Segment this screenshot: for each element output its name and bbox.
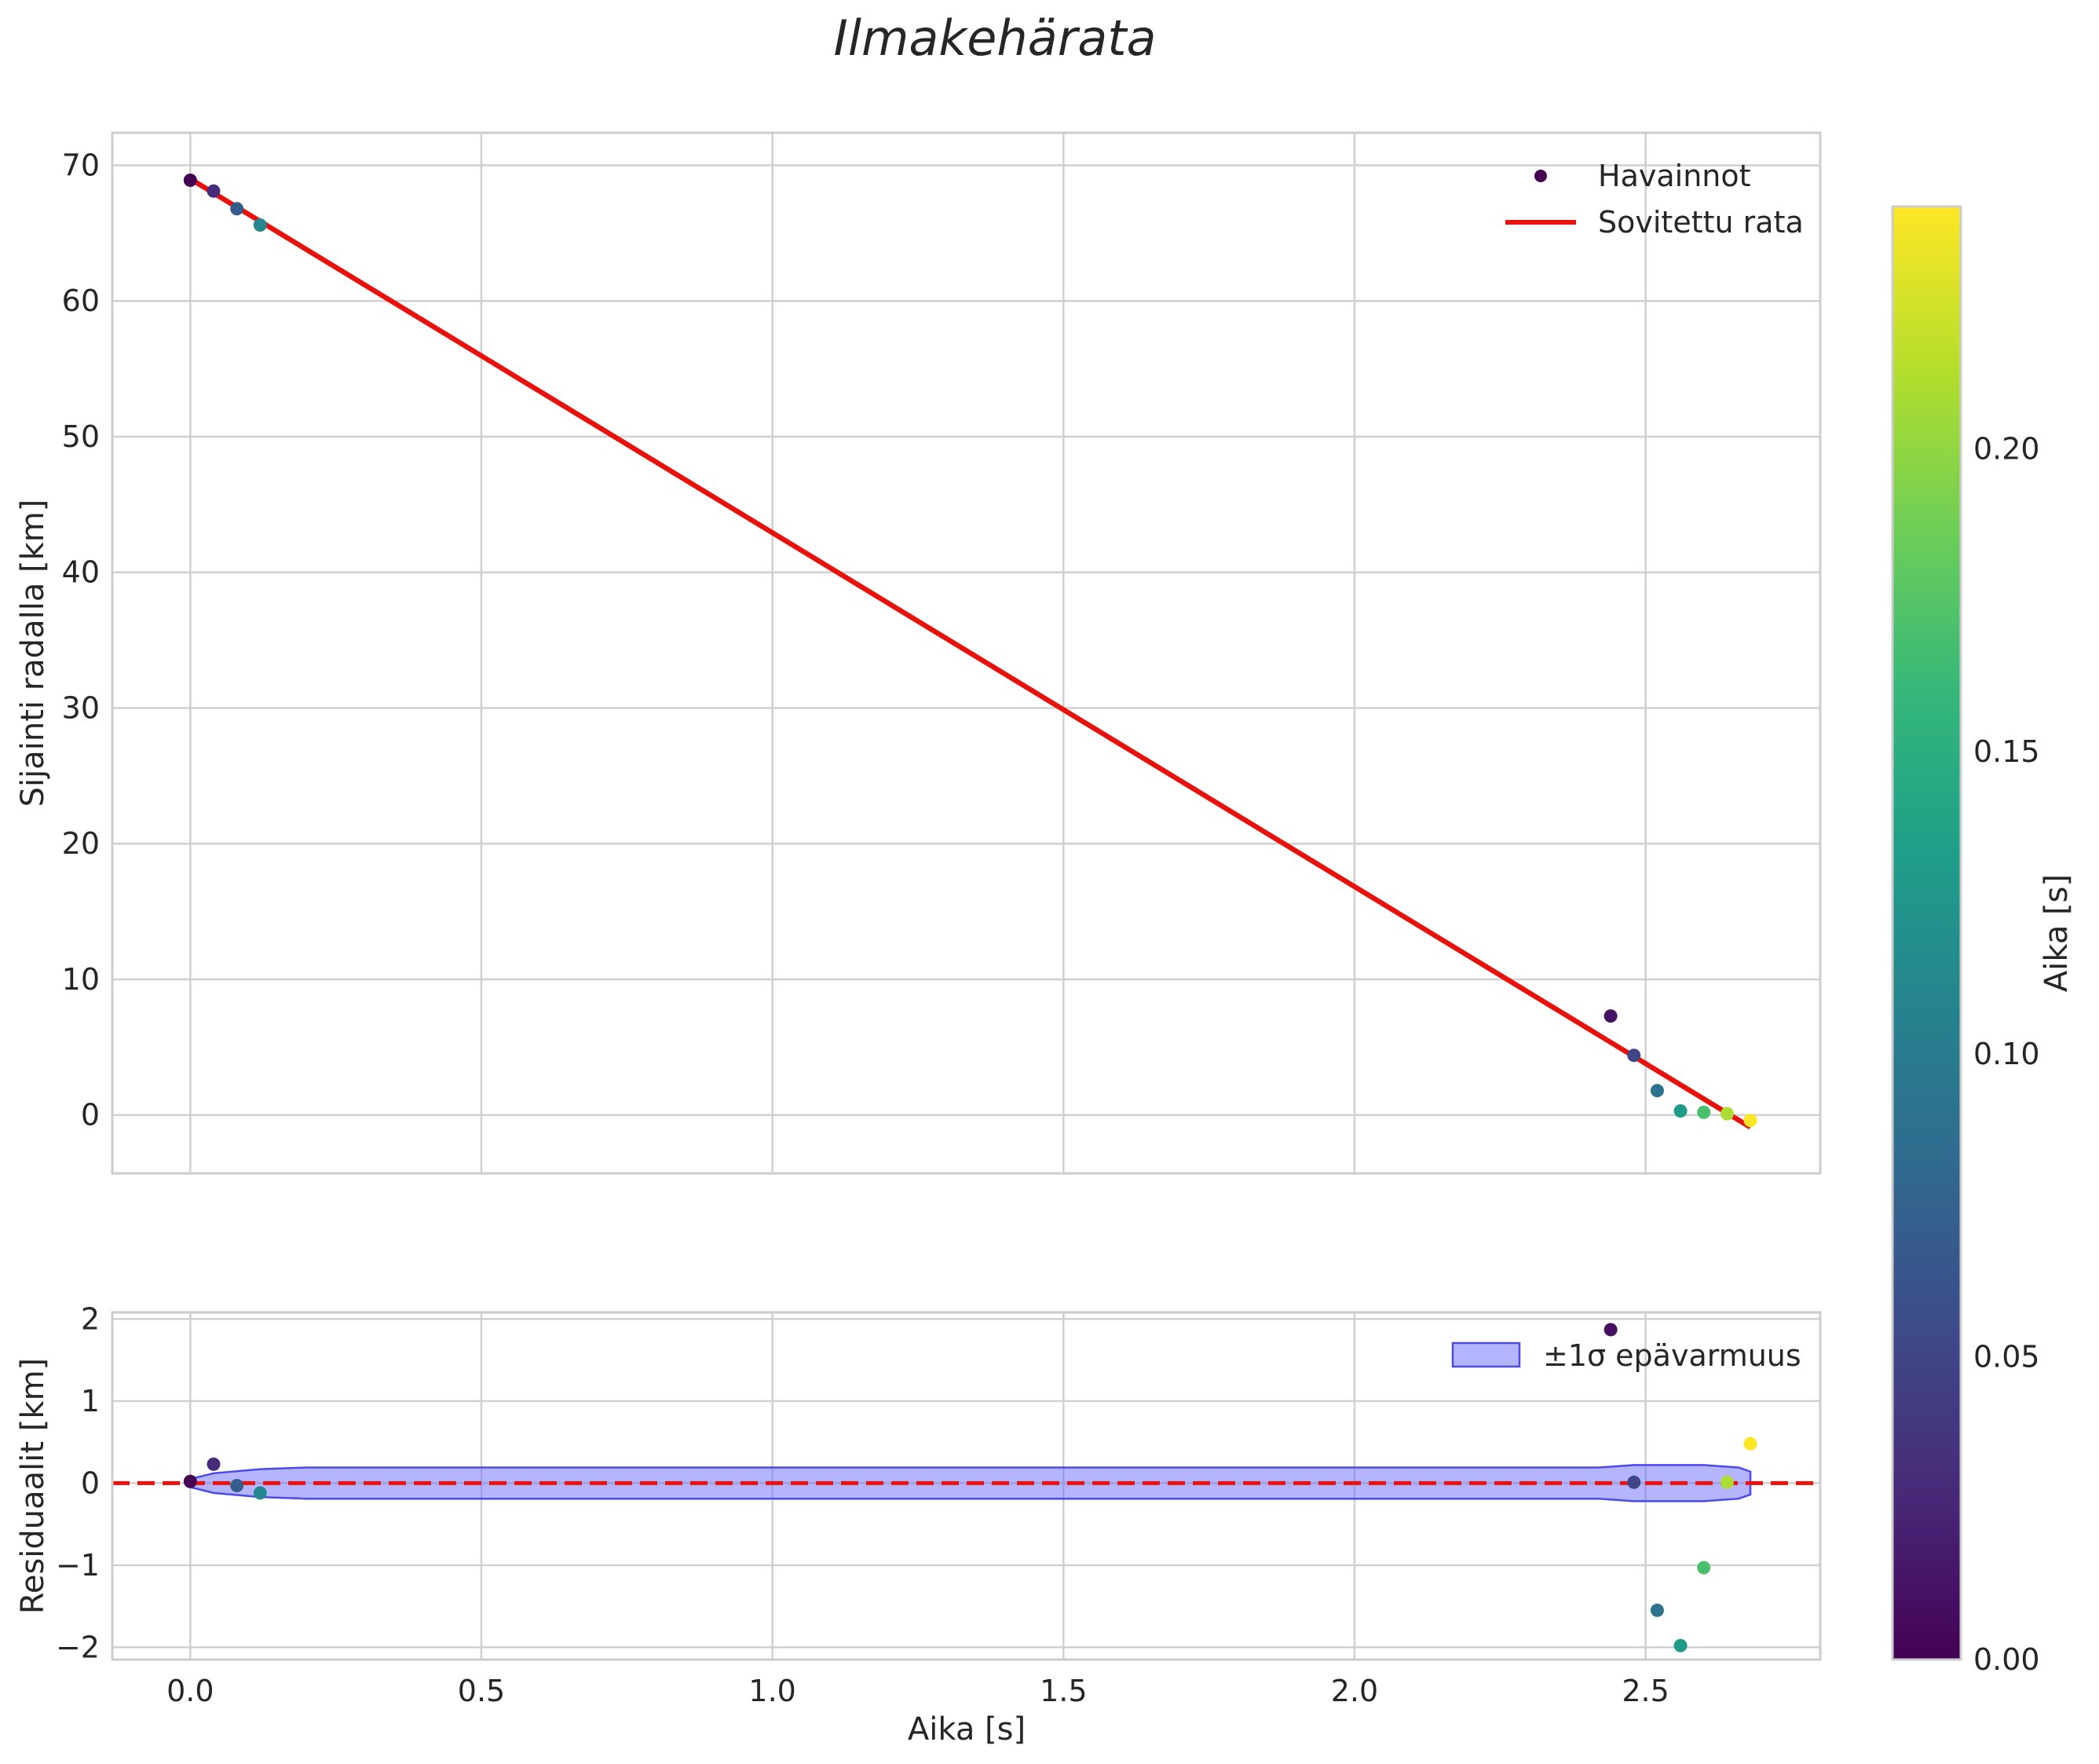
- residual-point: [1720, 1475, 1734, 1489]
- observation-point: [253, 218, 267, 232]
- top-y-tick-label: 20: [62, 826, 100, 861]
- bottom-frame: [111, 1311, 1822, 1661]
- colorbar-tick-label: 0.15: [1973, 734, 2040, 769]
- top-y-tick-label: 30: [62, 690, 100, 725]
- observation-point: [183, 173, 197, 187]
- observation-point: [1627, 1049, 1641, 1063]
- observation-point: [1743, 1114, 1757, 1128]
- observation-point: [1697, 1105, 1711, 1119]
- observation-point: [230, 202, 244, 216]
- legend-label-epavarmuus: ±1σ epävarmuus: [1543, 1338, 1801, 1373]
- chart-title: Ilmakehärata: [833, 9, 1156, 67]
- residual-points: [183, 1323, 1757, 1652]
- observation-point: [1604, 1009, 1618, 1023]
- top-y-tick-label: 70: [62, 148, 100, 182]
- observation-point: [207, 184, 221, 198]
- top-y-tick-label: 60: [62, 284, 100, 318]
- bottom-panel: −2 −1 0 1 2 0.0 0.5 1.0 1.5 2.0 2.5 Residuaalit […: [15, 1301, 1822, 1748]
- bottom-y-tick-label: −2: [56, 1630, 100, 1664]
- observation-point: [1720, 1107, 1734, 1121]
- fitted-line: [188, 176, 1752, 1130]
- colorbar-tick-label: 0.10: [1973, 1037, 2040, 1071]
- residual-point: [1604, 1323, 1618, 1337]
- top-y-tick-label: 10: [62, 962, 100, 997]
- x-tick-label: 0.5: [458, 1674, 505, 1708]
- top-legend: Havainnot Sovitettu rata: [1505, 159, 1804, 240]
- bottom-x-ticks: 0.0 0.5 1.0 1.5 2.0 2.5: [166, 1674, 1669, 1708]
- top-frame: [111, 131, 1822, 1175]
- residual-point: [1673, 1638, 1688, 1652]
- top-y-tick-label: 40: [62, 555, 100, 590]
- x-tick-label: 1.5: [1040, 1674, 1087, 1708]
- top-y-ticks: 0 10 20 30 40 50 60 70: [62, 148, 100, 1132]
- colorbar-label: Aika [s]: [2039, 874, 2075, 992]
- colorbar-ticks: 0.00 0.05 0.10 0.15 0.20: [1973, 431, 2040, 1677]
- legend-label-havainnot: Havainnot: [1598, 159, 1751, 193]
- x-axis-label: Aika [s]: [908, 1711, 1026, 1748]
- residual-point: [1650, 1603, 1664, 1617]
- x-tick-label: 1.0: [748, 1674, 795, 1708]
- legend-marker-havainnot: [1534, 170, 1547, 182]
- observation-point: [1673, 1104, 1688, 1118]
- fitted-trajectory: [188, 176, 1752, 1130]
- colorbar-tick-label: 0.20: [1973, 431, 2040, 466]
- residual-point: [1743, 1436, 1757, 1451]
- observation-point: [1650, 1084, 1664, 1098]
- colorbar-gradient: [1892, 207, 1961, 1660]
- residual-point: [1697, 1561, 1711, 1575]
- residual-point: [207, 1457, 221, 1471]
- bottom-y-tick-label: 0: [81, 1466, 100, 1500]
- bottom-y-tick-label: 2: [81, 1301, 100, 1336]
- legend-label-sovitettu-rata: Sovitettu rata: [1598, 205, 1804, 240]
- bottom-y-tick-label: −1: [56, 1548, 100, 1583]
- residual-point: [183, 1474, 197, 1488]
- residual-point: [253, 1486, 267, 1500]
- bottom-y-tick-label: 1: [81, 1384, 100, 1418]
- colorbar-frame: [1891, 205, 1962, 1661]
- x-tick-label: 0.0: [166, 1674, 214, 1708]
- bottom-legend: ±1σ epävarmuus: [1451, 1338, 1801, 1373]
- top-y-axis-label: Sijainti radalla [km]: [15, 500, 51, 807]
- top-y-tick-label: 0: [81, 1098, 100, 1133]
- colorbar-tick-label: 0.05: [1973, 1340, 2040, 1374]
- colorbar-tick-label: 0.00: [1973, 1642, 2040, 1677]
- top-panel: 0 10 20 30 40 50 60 70 Sijainti radalla [km] Ha…: [15, 131, 1822, 1175]
- top-grid: [112, 133, 1820, 1173]
- residual-point: [230, 1478, 244, 1492]
- bottom-y-axis-label: Residuaalit [km]: [15, 1358, 51, 1614]
- observation-points: [183, 173, 1757, 1128]
- x-tick-label: 2.5: [1622, 1674, 1669, 1708]
- legend-marker-epavarmuus: [1451, 1341, 1521, 1368]
- colorbar: 0.00 0.05 0.10 0.15 0.20 Aika [s]: [1891, 205, 2075, 1677]
- x-tick-label: 2.0: [1331, 1674, 1378, 1708]
- residual-point: [1627, 1475, 1641, 1489]
- bottom-y-ticks: −2 −1 0 1 2: [56, 1301, 100, 1664]
- top-y-tick-label: 50: [62, 419, 100, 454]
